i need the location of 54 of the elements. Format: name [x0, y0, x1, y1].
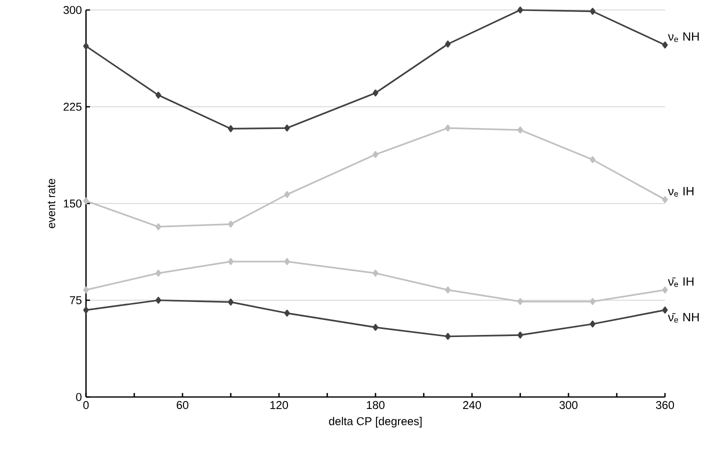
point — [156, 270, 162, 277]
x-tick-label: 0 — [83, 401, 89, 410]
point — [372, 324, 378, 331]
point — [228, 125, 234, 132]
point — [517, 6, 524, 14]
x-axis-title: delta CP [degrees] — [329, 416, 422, 428]
series-label: ν̄$_{e}$ IH — [668, 277, 694, 288]
point — [284, 191, 290, 198]
x-tick-label: 300 — [559, 401, 578, 410]
x-tick-label: 120 — [270, 401, 288, 410]
series-label: ν$_{e}$ IH — [668, 187, 694, 197]
point — [228, 220, 234, 228]
x-tick-label: 180 — [366, 401, 385, 410]
point — [590, 8, 596, 15]
point — [156, 92, 162, 99]
point — [445, 124, 451, 132]
point — [284, 258, 290, 266]
y-tick-label: 225 — [64, 102, 82, 111]
x-tick-label: 360 — [656, 401, 674, 410]
point — [372, 270, 378, 277]
point — [228, 298, 234, 306]
y-axis-title: event rate — [48, 178, 56, 228]
series-label: ν$_{e}$ NH — [668, 32, 699, 42]
y-tick-label: 0 — [76, 392, 82, 402]
point — [445, 286, 451, 294]
point — [156, 223, 162, 230]
point — [445, 40, 451, 48]
point — [590, 320, 596, 328]
point — [228, 258, 234, 266]
point — [517, 126, 524, 134]
point — [372, 151, 378, 158]
point — [662, 286, 668, 294]
y-tick-label: 300 — [63, 6, 82, 14]
point — [372, 89, 378, 96]
point — [445, 332, 451, 340]
point — [662, 306, 668, 314]
x-tick-label: 60 — [176, 401, 188, 410]
point — [662, 41, 668, 48]
point — [517, 298, 524, 306]
point — [517, 332, 524, 339]
point — [662, 196, 668, 204]
point — [590, 156, 596, 164]
point — [284, 124, 290, 132]
point — [83, 286, 89, 294]
point — [284, 310, 290, 317]
point — [590, 298, 596, 306]
y-tick-label: 150 — [64, 200, 82, 208]
point — [83, 42, 89, 50]
x-tick-label: 240 — [463, 401, 482, 410]
y-tick-label: 75 — [70, 296, 82, 304]
series-label: ν̄$_{e}$ NH — [668, 312, 699, 323]
point — [156, 296, 162, 304]
point — [83, 306, 89, 314]
point — [83, 197, 89, 204]
